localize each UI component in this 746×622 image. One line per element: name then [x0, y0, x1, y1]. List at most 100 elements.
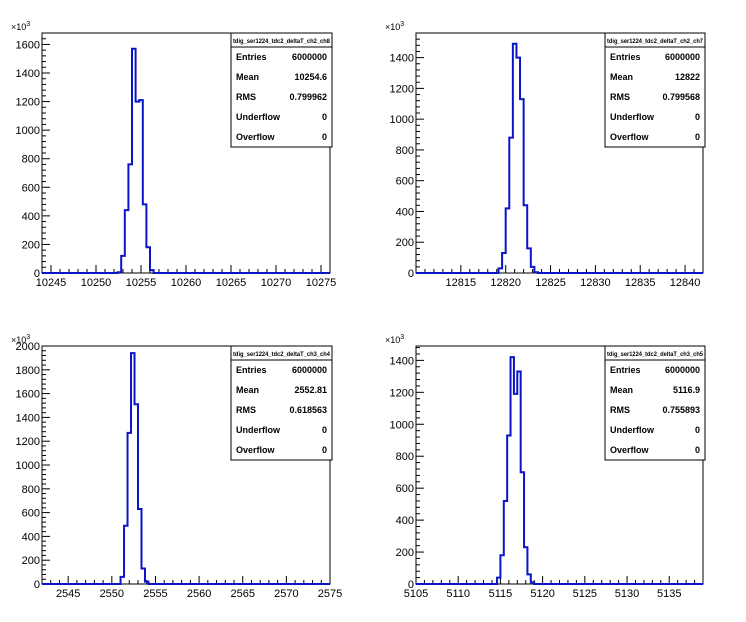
histogram-pad-1: 10245 10250 10255 10260 10265 10270 10275 0 200 4…: [11, 21, 336, 289]
y-tick-label: 200: [22, 239, 40, 251]
y-tick-label: 800: [396, 451, 414, 463]
histogram-bin: [141, 569, 144, 584]
stat-value: 5116.9: [673, 385, 700, 395]
stats-box-frame: [230, 32, 333, 148]
x-tick-label: 10270: [261, 277, 292, 289]
x-tick-label: 2550: [100, 588, 124, 600]
y-tick-label: 600: [22, 182, 40, 194]
stat-value: 0: [695, 132, 700, 142]
histogram-bin: [502, 253, 506, 273]
x-tick-label: 5125: [573, 588, 597, 600]
stat-value: 10254.6: [294, 72, 327, 82]
stat-value: 6000000: [665, 52, 700, 62]
histogram-series: [42, 47, 330, 274]
histogram-bin: [118, 272, 122, 273]
y-tick-label: 1200: [390, 387, 414, 399]
histogram-bin: [128, 433, 131, 584]
y-axis-multiplier: ×103: [11, 334, 30, 345]
x-tick-label: 10255: [126, 277, 157, 289]
stats-box-frame: [230, 345, 333, 461]
histogram-bin: [527, 248, 531, 273]
y-tick-label: 400: [22, 531, 40, 543]
stats-box-title: tdig_ser1224_tdc2_deltaT_ch2_ch7: [607, 39, 704, 45]
histogram-bin: [136, 102, 140, 273]
x-tick-label: 2570: [274, 588, 298, 600]
x-tick-label: 2545: [56, 588, 80, 600]
histogram-bin: [131, 353, 134, 584]
y-tick-label: 0: [34, 579, 40, 591]
histogram-bin: [534, 272, 538, 273]
stat-value: 0: [695, 445, 700, 455]
stats-box-title: tdig_ser1224_tdc2_deltaT_ch3_ch4: [233, 352, 331, 358]
stat-value: 0.799962: [289, 92, 327, 102]
stat-value: 12822: [675, 72, 700, 82]
histogram-bin: [139, 100, 143, 273]
x-tick-label: 10265: [216, 277, 247, 289]
y-tick-label: 1200: [16, 436, 40, 448]
y-tick-label: 1000: [390, 419, 414, 431]
stat-value: 0: [322, 425, 327, 435]
stat-label: Mean: [236, 72, 259, 82]
x-tick-label: 2575: [318, 588, 342, 600]
histogram-bin: [506, 208, 510, 273]
x-tick-label: 5110: [446, 588, 470, 600]
histogram-bin: [121, 256, 125, 273]
stat-label: RMS: [610, 92, 630, 102]
histogram-bin: [524, 547, 527, 584]
y-axis-multiplier-exponent: 3: [400, 334, 404, 341]
y-tick-label: 1400: [390, 53, 414, 65]
y-tick-label: 1600: [16, 389, 40, 401]
stat-label: Underflow: [610, 425, 655, 435]
y-axis-multiplier-base: ×10: [11, 335, 26, 345]
histogram-bin: [150, 270, 154, 273]
histogram-bin: [517, 372, 520, 584]
stat-label: Mean: [610, 385, 633, 395]
stat-label: Underflow: [236, 425, 281, 435]
y-tick-label: 800: [396, 145, 414, 157]
stats-box-frame: [604, 32, 706, 148]
stat-label: Overflow: [610, 132, 650, 142]
y-tick-label: 1000: [16, 125, 40, 137]
y-tick-label: 1200: [390, 83, 414, 95]
histogram-bin: [138, 509, 141, 584]
x-tick-label: 10260: [171, 277, 202, 289]
histogram-bin: [516, 58, 520, 273]
x-tick-label: 2565: [230, 588, 254, 600]
x-tick-label: 5120: [530, 588, 554, 600]
histogram-bin: [499, 268, 503, 273]
y-tick-label: 800: [22, 484, 40, 496]
stat-value: 0: [695, 112, 700, 122]
y-tick-label: 1800: [16, 365, 40, 377]
x-tick-label: 5115: [489, 588, 513, 600]
y-tick-label: 200: [396, 547, 414, 559]
histogram-bin: [531, 267, 535, 273]
histogram-bin: [128, 164, 132, 273]
y-tick-label: 0: [408, 579, 414, 591]
x-tick-label: 2555: [143, 588, 167, 600]
x-tick-label: 12830: [580, 277, 611, 289]
stat-label: RMS: [610, 405, 630, 415]
y-tick-label: 1400: [16, 412, 40, 424]
histogram-bin: [520, 99, 524, 273]
y-tick-label: 400: [396, 515, 414, 527]
stat-value: 6000000: [665, 365, 700, 375]
stat-value: 0.799568: [662, 92, 700, 102]
histogram-pad-3: 2545 2550 2555 2560 2565 2570 2575 0 200 400 600 80…: [11, 334, 342, 600]
y-tick-label: 1400: [16, 68, 40, 80]
stat-value: 2552.81: [294, 385, 327, 395]
stat-label: Mean: [236, 385, 259, 395]
y-axis-multiplier: ×103: [11, 21, 30, 32]
stat-label: Overflow: [236, 132, 276, 142]
y-axis-multiplier-exponent: 3: [26, 334, 30, 341]
x-tick-label: 12820: [490, 277, 521, 289]
x-tick-label: 10245: [36, 277, 67, 289]
x-tick-label: 10250: [81, 277, 112, 289]
stat-label: Mean: [610, 72, 633, 82]
histogram-pad-4: 5105 5110 5115 5120 5125 5130 5135 0 200 400 600 80…: [385, 334, 706, 600]
y-tick-label: 0: [408, 268, 414, 280]
stat-value: 0.755893: [662, 405, 700, 415]
histogram-bin: [509, 138, 513, 273]
stat-label: Underflow: [236, 112, 281, 122]
stat-value: 0: [322, 445, 327, 455]
